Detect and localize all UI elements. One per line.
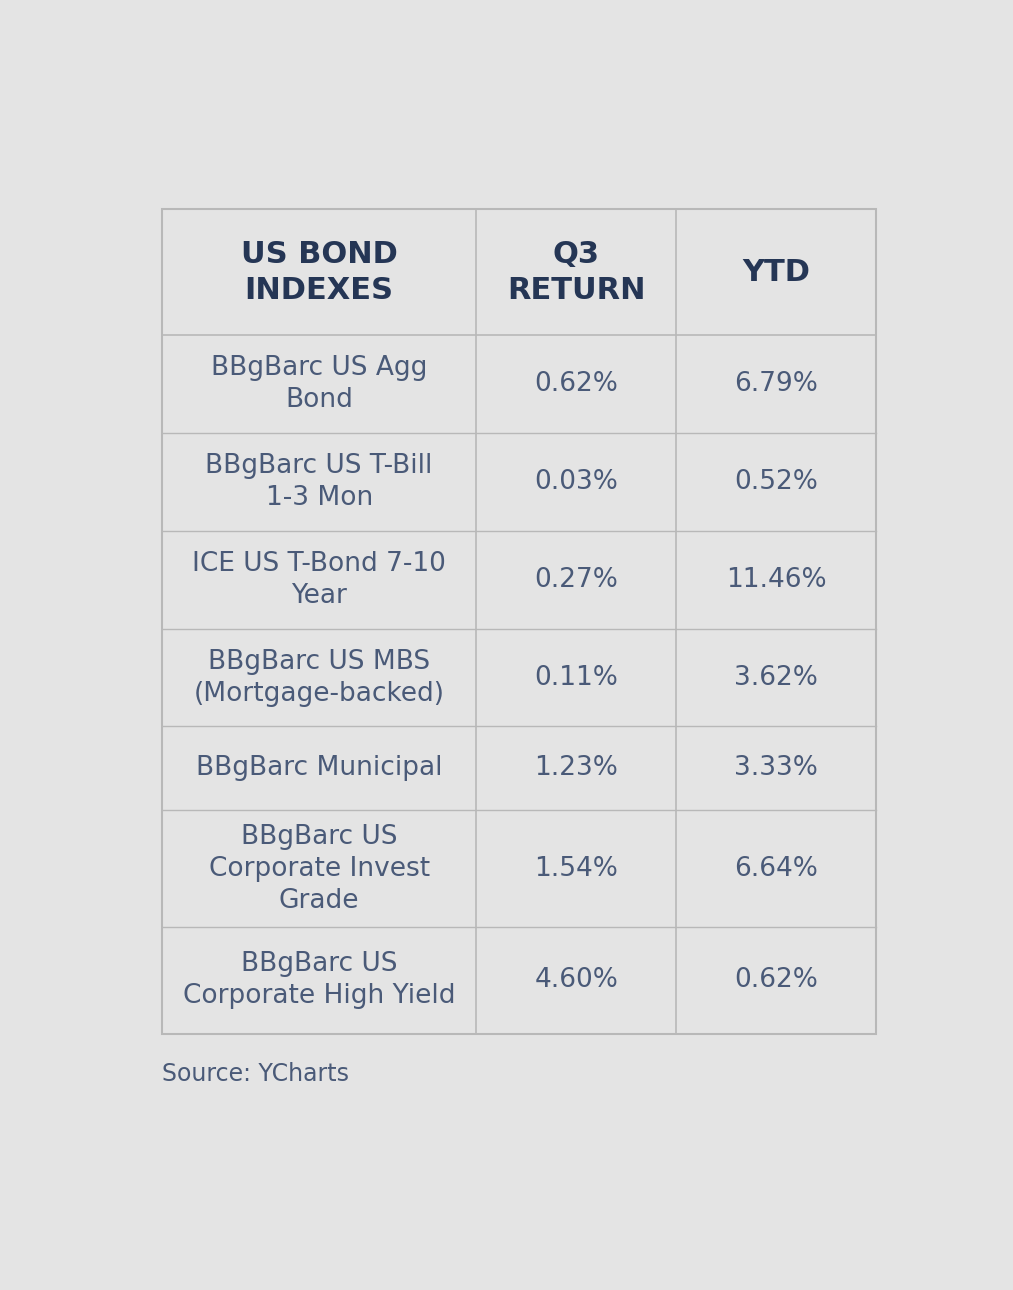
Text: 4.60%: 4.60% (535, 968, 618, 993)
Text: BBgBarc US
Corporate Invest
Grade: BBgBarc US Corporate Invest Grade (209, 823, 430, 913)
Text: 1.54%: 1.54% (535, 855, 618, 881)
Text: 1.23%: 1.23% (535, 756, 618, 782)
Text: BBgBarc Municipal: BBgBarc Municipal (196, 756, 443, 782)
Text: US BOND
INDEXES: US BOND INDEXES (241, 240, 397, 304)
Text: 6.79%: 6.79% (734, 372, 819, 397)
Text: ICE US T-Bond 7-10
Year: ICE US T-Bond 7-10 Year (192, 551, 446, 609)
Text: 0.03%: 0.03% (535, 470, 618, 495)
Text: BBgBarc US
Corporate High Yield: BBgBarc US Corporate High Yield (183, 951, 456, 1009)
Text: 3.62%: 3.62% (734, 664, 819, 690)
Text: 3.33%: 3.33% (734, 756, 819, 782)
Text: 6.64%: 6.64% (734, 855, 819, 881)
Text: BBgBarc US T-Bill
1-3 Mon: BBgBarc US T-Bill 1-3 Mon (206, 453, 433, 511)
Text: 11.46%: 11.46% (726, 566, 827, 592)
Bar (162, 209, 876, 1033)
Text: BBgBarc US MBS
(Mortgage-backed): BBgBarc US MBS (Mortgage-backed) (193, 649, 445, 707)
Text: 0.62%: 0.62% (535, 372, 618, 397)
Text: 0.52%: 0.52% (734, 470, 819, 495)
Text: Q3
RETURN: Q3 RETURN (508, 240, 645, 304)
Text: 0.11%: 0.11% (535, 664, 618, 690)
Text: YTD: YTD (743, 258, 810, 286)
Text: 0.62%: 0.62% (734, 968, 819, 993)
Text: 0.27%: 0.27% (535, 566, 618, 592)
Text: Source: YCharts: Source: YCharts (162, 1062, 348, 1086)
Text: BBgBarc US Agg
Bond: BBgBarc US Agg Bond (211, 355, 427, 413)
